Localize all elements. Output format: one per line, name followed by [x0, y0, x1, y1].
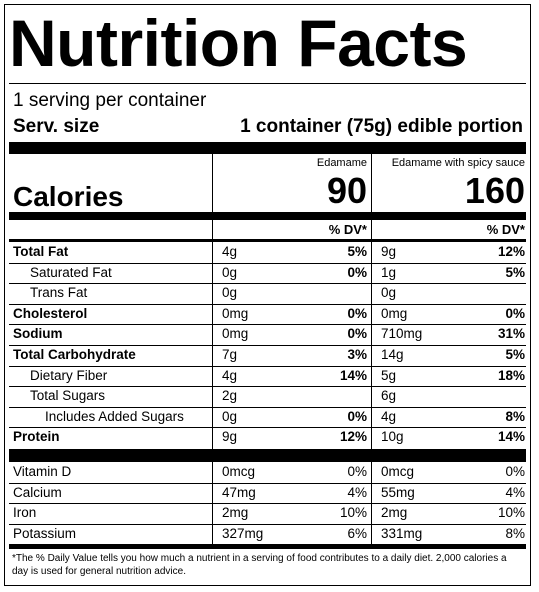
title-rule	[9, 83, 526, 84]
row-divider	[9, 386, 526, 388]
nutrient-label: Total Fat	[13, 244, 69, 259]
nutrient-amount-spicy: 9g	[381, 244, 397, 259]
servings-per-container: 1 serving per container	[13, 90, 207, 111]
calories-label: Calories	[13, 181, 124, 212]
footnote: *The % Daily Value tells you how much a …	[12, 553, 507, 577]
column-header-edamame: Edamame	[316, 157, 367, 169]
nutrient-amount-spicy: 6g	[381, 388, 397, 404]
row-divider	[9, 427, 526, 429]
nutrient-dv-edamame: 14%	[339, 367, 367, 383]
thick-bar-bottom	[9, 544, 526, 549]
nutrient-label: Total Sugars	[30, 388, 106, 404]
nutrient-amount-spicy: 710mg	[381, 326, 423, 342]
vitamin-label: Potassium	[13, 525, 77, 541]
nutrient-dv-edamame: 0%	[347, 264, 367, 280]
row-divider	[9, 283, 526, 285]
row-divider	[9, 482, 526, 484]
nutrient-amount-edamame: 0g	[222, 264, 238, 280]
serving-size-label: Serv. size	[13, 116, 100, 137]
nutrient-label: Cholesterol	[13, 305, 88, 321]
thick-bar-vitamins	[9, 449, 526, 462]
vitamin-label: Iron	[13, 505, 37, 520]
column-divider-2	[371, 154, 372, 547]
nutrient-dv-edamame: 0%	[347, 305, 367, 321]
row-divider	[9, 303, 526, 305]
vitamin-amount-spicy: 55mg	[381, 484, 415, 500]
vitamin-dv-spicy: 10%	[497, 505, 525, 520]
dv-header-edamame: % DV*	[328, 222, 367, 237]
medium-bar	[9, 239, 526, 242]
vitamin-dv-spicy: 4%	[505, 484, 525, 500]
vitamin-amount-edamame: 0mcg	[222, 464, 256, 479]
nutrient-label: Dietary Fiber	[30, 367, 108, 383]
nutrient-amount-spicy: 14g	[381, 347, 404, 362]
nutrient-amount-spicy: 10g	[381, 429, 404, 445]
nutrient-dv-edamame: 3%	[347, 347, 367, 362]
nutrient-label: Sodium	[13, 326, 63, 342]
vitamin-dv-edamame: 0%	[347, 464, 367, 479]
vitamin-amount-edamame: 327mg	[222, 525, 264, 541]
nutrient-dv-edamame: 0%	[347, 326, 367, 342]
nutrient-label: Includes Added Sugars	[45, 408, 184, 424]
row-divider	[9, 503, 526, 504]
serving-size-value: 1 container (75g) edible portion	[240, 116, 523, 137]
nutrient-label: Protein	[13, 429, 60, 445]
nutrient-label: Saturated Fat	[30, 264, 112, 280]
dv-header-spicy: % DV*	[486, 222, 525, 237]
vitamin-dv-spicy: 8%	[505, 525, 525, 541]
nutrient-dv-spicy: 0%	[505, 305, 525, 321]
nutrient-amount-edamame: 4g	[222, 244, 238, 259]
nutrient-amount-spicy: 1g	[381, 264, 397, 280]
nutrient-dv-edamame: 0%	[347, 408, 367, 424]
label-title: Nutrition Facts	[9, 6, 468, 80]
nutrient-amount-edamame: 4g	[222, 367, 238, 383]
vitamin-amount-spicy: 331mg	[381, 525, 423, 541]
vitamin-amount-spicy: 0mcg	[381, 464, 415, 479]
nutrient-dv-spicy: 8%	[505, 408, 525, 424]
vitamin-dv-edamame: 6%	[347, 525, 367, 541]
vitamin-amount-edamame: 2mg	[222, 505, 249, 520]
nutrient-amount-edamame: 0g	[222, 285, 238, 301]
row-divider	[9, 324, 526, 326]
nutrient-label: Trans Fat	[30, 285, 88, 301]
calories-spicy: 160	[464, 170, 525, 211]
row-divider	[9, 406, 526, 408]
column-header-spicy: Edamame with spicy sauce	[391, 157, 525, 169]
vitamin-label: Vitamin D	[13, 464, 72, 479]
column-divider-1	[212, 154, 213, 547]
row-divider	[9, 345, 526, 346]
nutrient-dv-spicy: 12%	[497, 244, 525, 259]
vitamin-dv-edamame: 4%	[347, 484, 367, 500]
nutrient-amount-edamame: 9g	[222, 429, 238, 445]
vitamin-label: Calcium	[13, 484, 62, 500]
nutrient-dv-edamame: 5%	[347, 244, 367, 259]
thick-bar-top	[9, 142, 526, 154]
calories-edamame: 90	[326, 170, 367, 211]
nutrient-amount-edamame: 0mg	[222, 305, 249, 321]
nutrient-amount-edamame: 0g	[222, 408, 238, 424]
nutrient-amount-spicy: 4g	[381, 408, 397, 424]
vitamin-amount-spicy: 2mg	[381, 505, 408, 520]
nutrient-dv-spicy: 18%	[497, 367, 525, 383]
vitamin-dv-edamame: 10%	[339, 505, 367, 520]
nutrient-amount-spicy: 0mg	[381, 305, 408, 321]
nutrient-dv-spicy: 5%	[505, 347, 525, 362]
nutrition-facts-label	[4, 4, 531, 586]
vitamin-amount-edamame: 47mg	[222, 484, 256, 500]
nutrient-dv-spicy: 31%	[497, 326, 525, 342]
row-divider	[9, 365, 526, 367]
nutrient-amount-edamame: 7g	[222, 347, 238, 362]
nutrient-amount-edamame: 2g	[222, 388, 238, 404]
thick-bar-calories	[9, 212, 526, 220]
nutrient-dv-spicy: 14%	[497, 429, 525, 445]
nutrient-label: Total Carbohydrate	[13, 347, 136, 362]
row-divider	[9, 523, 526, 525]
vitamin-dv-spicy: 0%	[505, 464, 525, 479]
row-divider	[9, 262, 526, 264]
nutrient-dv-spicy: 5%	[505, 264, 525, 280]
nutrient-amount-spicy: 0g	[381, 285, 397, 301]
nutrient-amount-edamame: 0mg	[222, 326, 249, 342]
nutrient-dv-edamame: 12%	[339, 429, 367, 445]
nutrient-amount-spicy: 5g	[381, 367, 397, 383]
